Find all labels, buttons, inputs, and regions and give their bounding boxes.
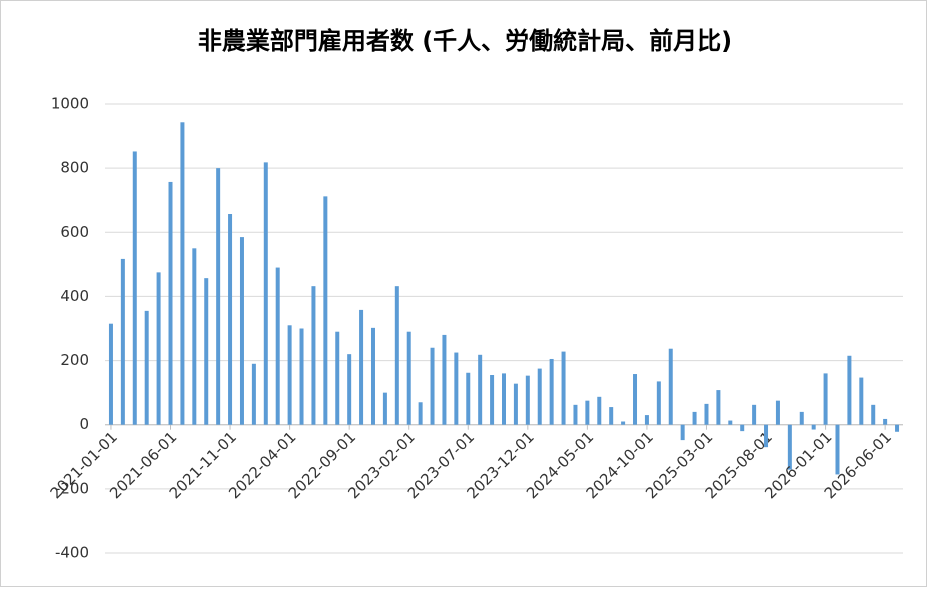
bar	[752, 404, 757, 425]
bar	[764, 424, 769, 448]
bar	[883, 418, 888, 425]
bar	[644, 415, 649, 425]
bar	[597, 396, 602, 425]
bar	[466, 372, 471, 425]
y-tick-label: 1000	[51, 95, 89, 113]
bar	[418, 402, 423, 425]
bar	[442, 334, 447, 425]
bar	[335, 331, 340, 425]
y-tick-label: 0	[79, 415, 89, 433]
bar	[895, 424, 900, 432]
bar	[561, 351, 566, 425]
bar	[382, 392, 387, 425]
y-tick-label: 400	[60, 287, 89, 305]
bar	[180, 122, 185, 425]
bar	[525, 375, 530, 425]
bar	[621, 421, 626, 425]
bar	[728, 420, 733, 425]
bar	[835, 424, 840, 475]
bar	[239, 237, 244, 425]
bar	[490, 375, 495, 425]
bar	[513, 383, 518, 425]
bar	[287, 325, 292, 425]
bar	[716, 390, 721, 425]
bar	[573, 404, 578, 425]
bar	[394, 286, 399, 425]
bar	[871, 404, 876, 425]
bar	[537, 368, 542, 425]
bar	[740, 424, 745, 432]
bar	[502, 373, 506, 425]
bar	[549, 358, 554, 425]
bar	[275, 267, 280, 425]
bar	[311, 286, 316, 425]
bar	[775, 400, 780, 425]
bar	[251, 363, 256, 425]
bar	[263, 162, 268, 425]
bar	[847, 355, 852, 425]
y-tick-label: 800	[60, 159, 89, 177]
bar	[144, 310, 149, 425]
bar	[609, 407, 614, 425]
bar	[668, 348, 673, 425]
bar	[787, 424, 792, 470]
bar	[156, 272, 161, 425]
y-tick-label: 600	[60, 223, 89, 241]
bar	[799, 411, 804, 425]
chart-title: 非農業部門雇用者数 (千人、労働統計局、前月比)	[198, 27, 732, 55]
y-tick-label: -400	[55, 544, 89, 562]
bar	[859, 377, 864, 425]
bar	[811, 424, 816, 430]
bar	[120, 258, 125, 425]
bar	[680, 424, 685, 441]
bar	[228, 214, 233, 425]
bar	[704, 403, 709, 425]
bar	[454, 352, 459, 425]
bar	[370, 327, 375, 425]
bar	[204, 278, 209, 425]
bar	[132, 151, 137, 425]
bar	[108, 323, 113, 425]
bar	[633, 374, 638, 425]
bar	[347, 354, 352, 425]
bar	[299, 328, 304, 425]
bar	[478, 354, 483, 425]
bar	[168, 181, 173, 425]
bar	[656, 381, 661, 425]
bar	[823, 373, 828, 425]
bar	[323, 196, 328, 425]
bar	[585, 400, 590, 425]
bar	[692, 411, 697, 425]
bar	[406, 331, 411, 425]
bar	[430, 347, 435, 425]
y-tick-label: -200	[55, 479, 89, 497]
bar	[192, 248, 197, 425]
bar	[216, 168, 221, 425]
y-tick-label: 200	[60, 351, 89, 369]
bar	[359, 309, 364, 425]
